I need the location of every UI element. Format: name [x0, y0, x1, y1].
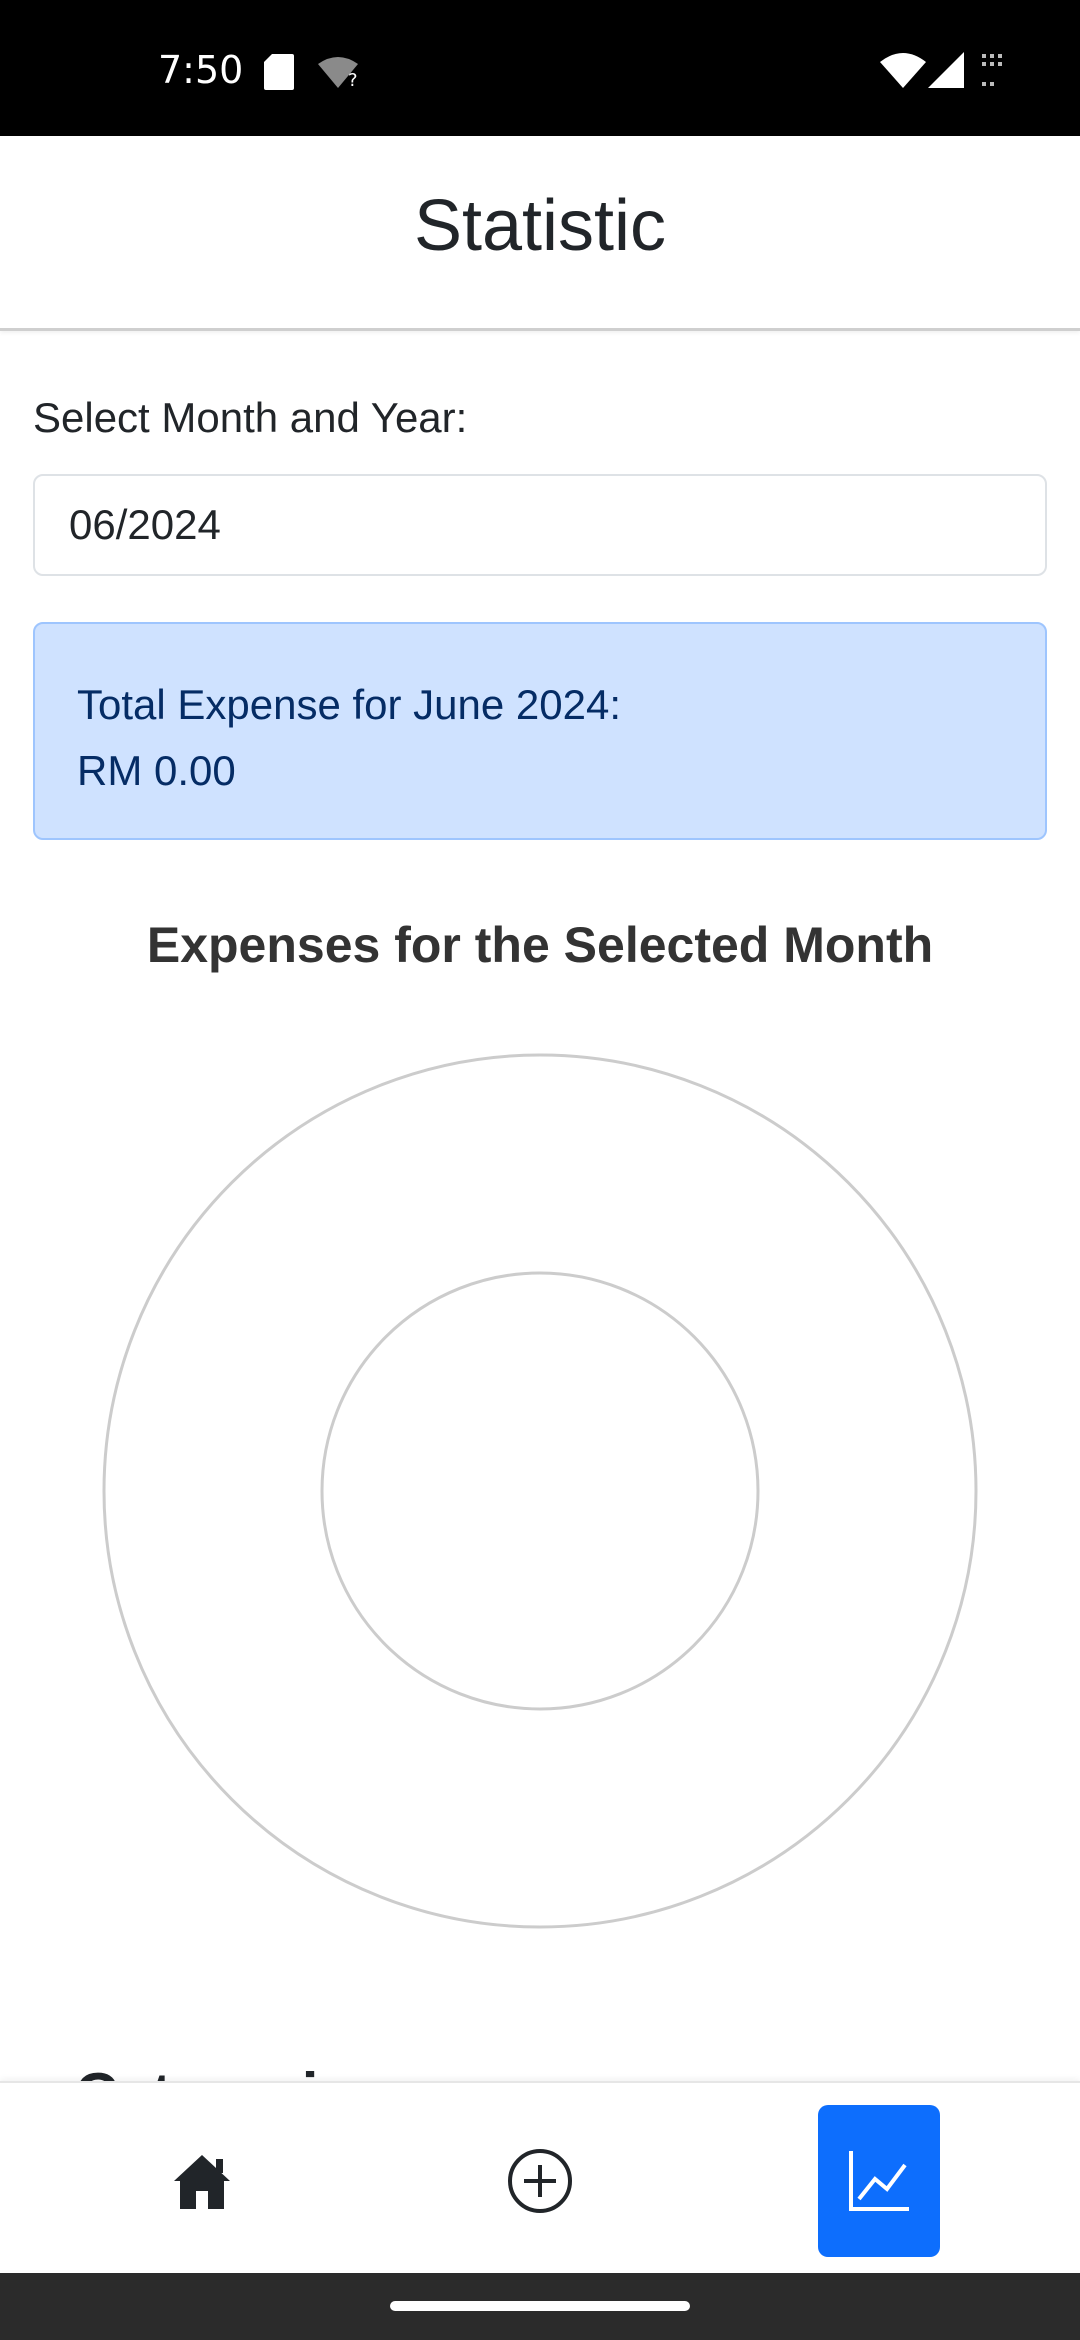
nav-add-button[interactable] [479, 2105, 601, 2257]
month-year-label: Select Month and Year: [33, 394, 468, 441]
chart-title: Expenses for the Selected Month [146, 917, 934, 973]
total-expense-amount: RM 0.00 [77, 747, 236, 794]
donut-inner-ring [320, 1271, 760, 1711]
app-header: Statistic [0, 136, 1080, 331]
nav-home-button[interactable] [141, 2105, 263, 2257]
month-year-input[interactable] [33, 474, 1047, 576]
status-bar: 7:50 ? [0, 0, 1080, 136]
plus-circle-icon [508, 2149, 572, 2213]
battery-icon [982, 54, 1002, 86]
wifi-question-icon: ? [318, 57, 358, 88]
nav-statistics-button[interactable] [818, 2105, 940, 2257]
wifi-icon [880, 53, 926, 88]
donut-outer-ring [102, 1053, 978, 1929]
expense-donut-chart [102, 1053, 978, 1929]
system-gesture-bar [0, 2273, 1080, 2340]
svg-text:?: ? [348, 70, 358, 88]
home-gesture-handle[interactable] [390, 2301, 690, 2311]
categories-title: Categories [75, 2060, 385, 2082]
total-expense-label: Total Expense for June 2024: [77, 681, 622, 728]
cell-signal-icon [928, 52, 964, 88]
total-expense-alert: Total Expense for June 2024: RM 0.00 [33, 622, 1047, 840]
page-title: Statistic [413, 186, 667, 266]
house-icon [174, 2155, 230, 2209]
bottom-nav [0, 2081, 1080, 2275]
status-time: 7:50 [158, 48, 244, 92]
sd-card-icon [264, 54, 294, 90]
line-chart-icon [849, 2151, 909, 2211]
